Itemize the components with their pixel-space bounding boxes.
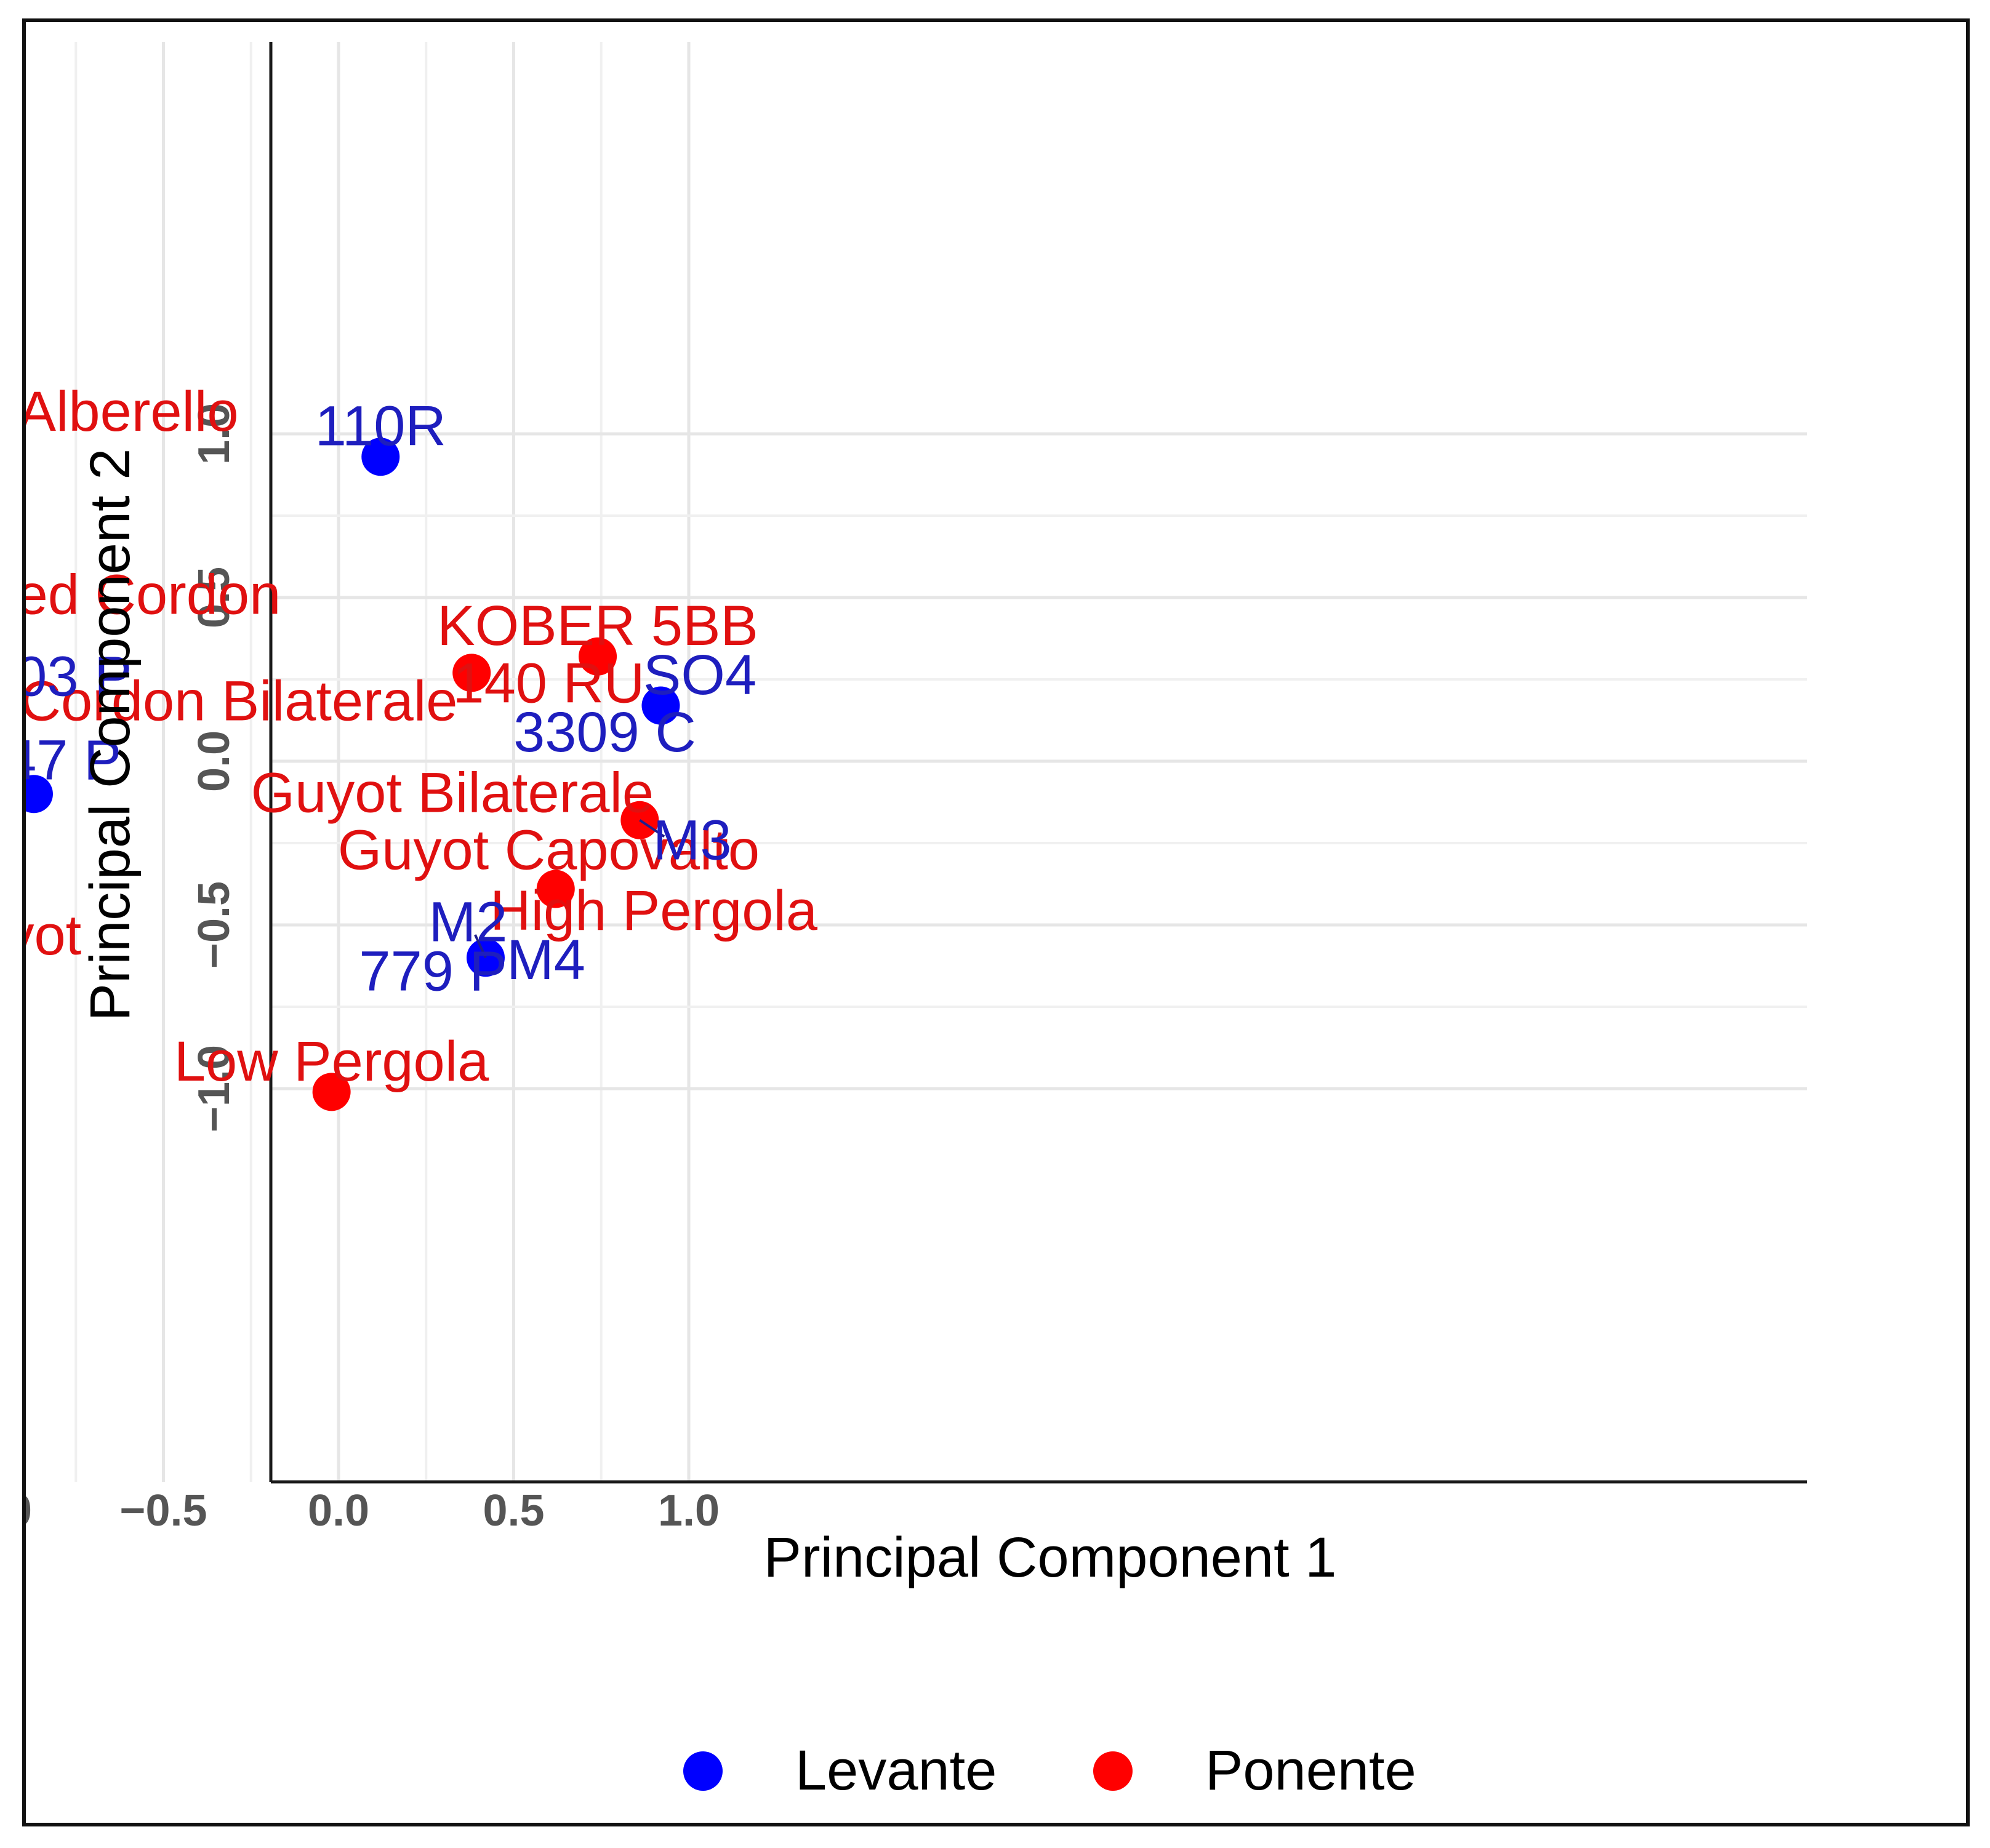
point-label: Guyot Bilaterale [251, 762, 654, 825]
y-tick-label: −1.0 [190, 1045, 239, 1132]
annotation-label: Alberello [26, 380, 239, 443]
point-labels: 110R SO4 1147 P M4 KOBER 5BB Spurred Cordon B… [26, 380, 818, 1093]
annotation-label: Guyot Capovalto [338, 819, 760, 882]
pca-scatter-chart: −1.0 −0.5 0.0 0.5 1.0 −1.0 −0.5 0.0 0.5 1.0 110R S… [26, 42, 1807, 1802]
point-label: Spurred Cordon Bilaterale [26, 670, 457, 733]
data-point [536, 870, 575, 908]
x-tick-label: −0.5 [119, 1486, 207, 1535]
x-tick-label: 0.5 [483, 1486, 544, 1535]
grid [74, 42, 1807, 1482]
legend-swatch [683, 1751, 723, 1791]
point-label: M4 [507, 929, 585, 991]
point-label: 110R [315, 395, 446, 458]
annotation-label: 1103 P [26, 646, 132, 708]
data-point [361, 438, 400, 476]
y-tick-label: −0.5 [190, 881, 239, 969]
annotation-label: M3 [653, 809, 732, 872]
y-axis-title: Principal Component 2 [79, 449, 142, 1022]
x-tick-label: 0.0 [308, 1486, 369, 1535]
point-label: Low Pergola [174, 1030, 489, 1093]
leader-line [474, 934, 487, 959]
data-point [579, 637, 617, 676]
y-tick-label: 1.0 [190, 403, 239, 465]
legend-label: Ponente [1205, 1739, 1416, 1802]
annotation-label: 3309 C [513, 701, 696, 764]
point-label: 1147 P [26, 729, 121, 791]
annotation-label: Guyot [26, 904, 81, 967]
x-tick-label: 1.0 [658, 1486, 720, 1535]
axes [269, 42, 1807, 1484]
annotation-label: Spurred Cordon [26, 564, 281, 626]
point-label: High Pergola [490, 879, 818, 942]
point-label: SO4 [643, 644, 756, 706]
legend-label: Levante [795, 1739, 997, 1802]
annotation-label: M2 [429, 891, 508, 954]
legend-swatch [1093, 1751, 1133, 1791]
x-axis-title: Principal Component 1 [764, 1526, 1337, 1589]
y-tick-label: 0.0 [190, 730, 239, 792]
annotation-label: 779 P [359, 940, 507, 1002]
data-points [26, 438, 680, 1111]
legend: Levante Ponente [683, 1739, 1416, 1802]
tick-labels: −1.0 −0.5 0.0 0.5 1.0 −1.0 −0.5 0.0 0.5 1.0 [26, 403, 720, 1535]
data-point [312, 1073, 351, 1111]
x-tick-label: −1.0 [26, 1486, 32, 1535]
data-point [452, 654, 491, 692]
point-label: KOBER 5BB [437, 594, 758, 657]
data-point [641, 686, 680, 725]
chart-frame: −1.0 −0.5 0.0 0.5 1.0 −1.0 −0.5 0.0 0.5 1.0 110R S… [22, 18, 1970, 1826]
annotation-label: 140 RU [452, 652, 644, 714]
data-point [26, 775, 53, 814]
leader-line [639, 819, 665, 838]
y-tick-label: 0.5 [190, 567, 239, 628]
